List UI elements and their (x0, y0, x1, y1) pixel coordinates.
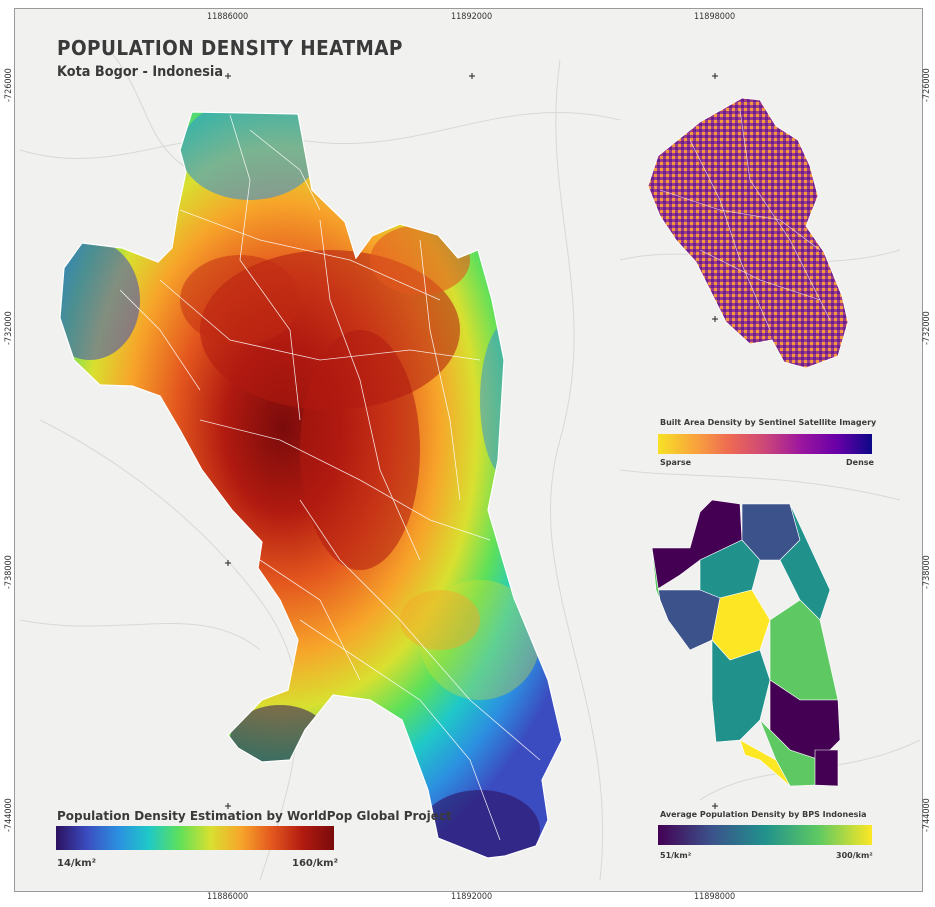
built-area-map[interactable] (647, 97, 849, 369)
y-coord-right-2: -732000 (922, 311, 932, 345)
built-legend-max: Dense (846, 458, 874, 467)
built-legend-min: Sparse (660, 458, 692, 467)
main-legend-min: 14/km² (57, 858, 97, 869)
bps-legend-min: 51/km² (660, 851, 692, 860)
y-coord-right-4: -744000 (922, 798, 932, 832)
main-legend-title: Population Density Estimation by WorldPo… (57, 809, 452, 823)
main-legend-max: 160/km² (292, 858, 338, 869)
main-legend-bar (56, 826, 334, 850)
x-coord-bottom-2: 11892000 (451, 892, 493, 902)
y-coord-left-2: -732000 (4, 311, 14, 345)
y-coord-left-3: -738000 (4, 555, 14, 589)
bps-legend-max: 300/km² (836, 851, 873, 860)
district-boundaries (119, 114, 541, 841)
x-coord-bottom-3: 11898000 (694, 892, 736, 902)
page-title: POPULATION DENSITY HEATMAP (57, 36, 403, 60)
page-subtitle: Kota Bogor - Indonesia (57, 64, 224, 80)
y-coord-left-4: -744000 (4, 798, 14, 832)
bpsGrad-rect (658, 825, 872, 845)
y-coord-right-1: -726000 (922, 68, 932, 102)
bps-legend-bar (658, 825, 872, 845)
built-legend-title: Built Area Density by Sentinel Satellite… (660, 418, 877, 427)
y-coord-left-1: -726000 (4, 68, 14, 102)
bps-density-map[interactable] (651, 499, 841, 787)
builtGrad-rect (658, 434, 872, 454)
y-coord-right-3: -738000 (922, 555, 932, 589)
x-coord-bottom-1: 11886000 (207, 892, 249, 902)
population-heatmap[interactable] (40, 100, 580, 880)
built-legend-bar (658, 434, 872, 454)
mainGrad-rect (56, 826, 334, 850)
x-coord-top-1: 11886000 (207, 12, 249, 22)
bps-legend-title: Average Population Density by BPS Indone… (660, 810, 867, 819)
x-coord-top-2: 11892000 (451, 12, 493, 22)
x-coord-top-3: 11898000 (694, 12, 736, 22)
